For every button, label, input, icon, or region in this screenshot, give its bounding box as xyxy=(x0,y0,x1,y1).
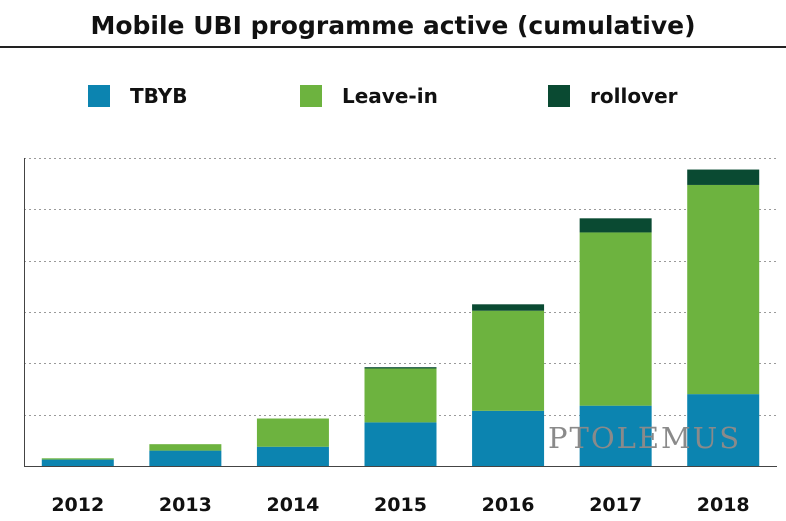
chart-title: Mobile UBI programme active (cumulative) xyxy=(90,11,696,40)
bar-2017-leave-in xyxy=(579,232,652,406)
bar-2014-tbyb xyxy=(256,446,329,466)
bar-2013-leave-in xyxy=(149,444,222,451)
legend-label-tbyb: TBYB xyxy=(130,84,188,108)
x-tick-label-2017: 2017 xyxy=(589,494,642,516)
legend-swatch-tbyb xyxy=(88,85,110,107)
bar-2012-tbyb xyxy=(41,459,114,466)
x-tick-label-2016: 2016 xyxy=(482,494,535,516)
bar-2018-rollover xyxy=(687,169,760,185)
ptolemus-watermark: PTOLEMUS xyxy=(548,421,742,455)
bar-2012-leave-in xyxy=(41,458,114,460)
bar-2015-rollover xyxy=(364,367,437,369)
bar-2015-tbyb xyxy=(364,422,437,466)
legend-label-leave-in: Leave-in xyxy=(342,84,438,108)
bar-2016-leave-in xyxy=(472,310,545,411)
title-divider xyxy=(0,46,786,48)
stacked-bar-chart: 2012 2013 2014 2015 2016 2017 2018 xyxy=(24,158,777,516)
bar-2013-tbyb xyxy=(149,450,222,466)
bar-2015-leave-in xyxy=(364,368,437,423)
x-tick-label-2015: 2015 xyxy=(374,494,427,516)
x-tick-label-2012: 2012 xyxy=(51,494,104,516)
legend-swatch-rollover xyxy=(548,85,570,107)
x-tick-label-2013: 2013 xyxy=(159,494,212,516)
bar-2016-rollover xyxy=(472,304,545,311)
bar-2016-tbyb xyxy=(472,410,545,466)
x-tick-label-2018: 2018 xyxy=(697,494,750,516)
legend-label-rollover: rollover xyxy=(590,84,678,108)
bar-2018-tbyb xyxy=(687,394,760,466)
x-tick-label-2014: 2014 xyxy=(266,494,319,516)
bar-2017-tbyb xyxy=(579,405,652,466)
legend-swatch-leave-in xyxy=(300,85,322,107)
bar-2018-leave-in xyxy=(687,184,760,395)
bar-2014-leave-in xyxy=(256,418,329,447)
bar-2017-rollover xyxy=(579,218,652,233)
